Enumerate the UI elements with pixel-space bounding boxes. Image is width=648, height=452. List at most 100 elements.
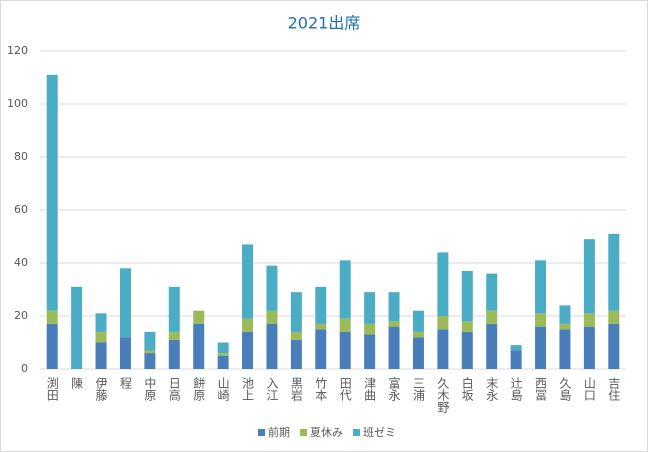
- bar-segment: [242, 318, 254, 332]
- bar-segment: [217, 353, 229, 356]
- bar-segment: [437, 252, 449, 316]
- bar-segment: [339, 331, 351, 369]
- bar-segment: [608, 233, 620, 311]
- y-tick-label: 0: [21, 362, 28, 375]
- bar-segment: [95, 313, 107, 332]
- bar-segment: [144, 353, 156, 369]
- bar-segment: [388, 321, 400, 327]
- bar-segment: [388, 292, 400, 322]
- bar-segment: [412, 331, 424, 338]
- bar-segment: [486, 310, 498, 324]
- x-tick-label: 竹本: [314, 377, 328, 402]
- x-tick-label: 吉住: [607, 377, 621, 401]
- bar-segment: [364, 292, 376, 324]
- bar-segment: [510, 350, 522, 369]
- bar-segment: [559, 323, 571, 330]
- x-tick-label: 末永: [485, 377, 499, 401]
- bar-segment: [193, 323, 205, 369]
- bar-segment: [95, 342, 107, 369]
- bar-segment: [583, 326, 595, 369]
- y-tick-label: 100: [7, 97, 28, 110]
- legend-label: 班ゼミ: [363, 426, 396, 439]
- bar-segment: [119, 268, 131, 338]
- bar-segment: [461, 270, 473, 322]
- bar-segment: [144, 350, 156, 354]
- bar-segment: [46, 310, 58, 324]
- legend-swatch: [258, 429, 265, 436]
- x-tick-label: 辻島: [509, 377, 523, 402]
- x-tick-label: 田代: [338, 377, 352, 402]
- x-tick-label: 久島: [558, 377, 572, 402]
- x-tick-label: 伊藤: [94, 377, 108, 401]
- bar-segment: [608, 323, 620, 369]
- x-tick-label: 池上: [241, 377, 255, 401]
- legend-label: 夏休み: [310, 426, 343, 439]
- bar-segment: [242, 244, 254, 319]
- bar-segment: [119, 337, 131, 369]
- bar-segment: [339, 318, 351, 332]
- bar-segment: [168, 331, 180, 340]
- bar-segment: [315, 323, 327, 330]
- legend-swatch: [300, 429, 307, 436]
- bar-segment: [266, 265, 278, 311]
- x-tick-label: 餅原: [192, 376, 206, 401]
- x-tick-label: 黒岩: [289, 377, 303, 401]
- bar-segment: [46, 323, 58, 369]
- bar-segment: [193, 310, 205, 324]
- x-tick-label: 渕田: [45, 377, 59, 401]
- x-tick-label: 山口: [582, 377, 596, 401]
- bar-segment: [168, 339, 180, 369]
- y-tick-label: 120: [7, 44, 28, 57]
- bar-segment: [486, 323, 498, 369]
- x-tick-label: 津曲: [363, 377, 377, 401]
- bar-segment: [535, 260, 547, 314]
- bar-segment: [437, 316, 449, 330]
- y-tick-label: 20: [14, 309, 28, 322]
- bar-segment: [364, 334, 376, 369]
- bar-segment: [583, 239, 595, 314]
- bar-segment: [290, 292, 302, 332]
- bar-segment: [168, 286, 180, 332]
- legend-swatch: [353, 429, 360, 436]
- bar-segment: [95, 331, 107, 343]
- bar-segment: [388, 326, 400, 369]
- bar-segment: [266, 323, 278, 369]
- x-tick-label: 程: [118, 376, 132, 390]
- bar-segment: [461, 331, 473, 369]
- bar-segment: [535, 313, 547, 327]
- bar-segment: [583, 313, 595, 327]
- y-tick-label: 80: [14, 150, 28, 163]
- bar-segment: [315, 286, 327, 324]
- bar-segment: [290, 339, 302, 369]
- bar-segment: [559, 329, 571, 369]
- bar-segment: [339, 260, 351, 319]
- x-tick-label: 久木野: [436, 377, 450, 413]
- bar-segment: [266, 310, 278, 324]
- bar-segment: [217, 342, 229, 354]
- x-tick-label: 三浦: [411, 377, 425, 402]
- x-tick-label: 入江: [265, 377, 279, 401]
- bar-segment: [217, 355, 229, 369]
- y-tick-label: 40: [14, 256, 28, 269]
- x-tick-label: 日高: [167, 377, 181, 402]
- bar-segment: [437, 329, 449, 369]
- legend-label: 前期: [268, 425, 290, 439]
- x-tick-label: 陳: [70, 377, 84, 389]
- x-tick-label: 富永: [387, 376, 401, 401]
- y-tick-label: 60: [14, 203, 28, 216]
- x-tick-label: 白坂: [460, 376, 474, 402]
- bar-segment: [461, 321, 473, 332]
- bar-segment: [71, 286, 83, 369]
- chart-title: 2021出席: [288, 14, 361, 33]
- bar-segment: [412, 310, 424, 332]
- x-tick-label: 中原: [143, 376, 157, 401]
- bar-segment: [364, 323, 376, 335]
- bar-segment: [242, 331, 254, 369]
- bar-segment: [559, 305, 571, 324]
- bar-segment: [315, 329, 327, 369]
- bar-segment: [290, 331, 302, 340]
- bar-segment: [608, 310, 620, 324]
